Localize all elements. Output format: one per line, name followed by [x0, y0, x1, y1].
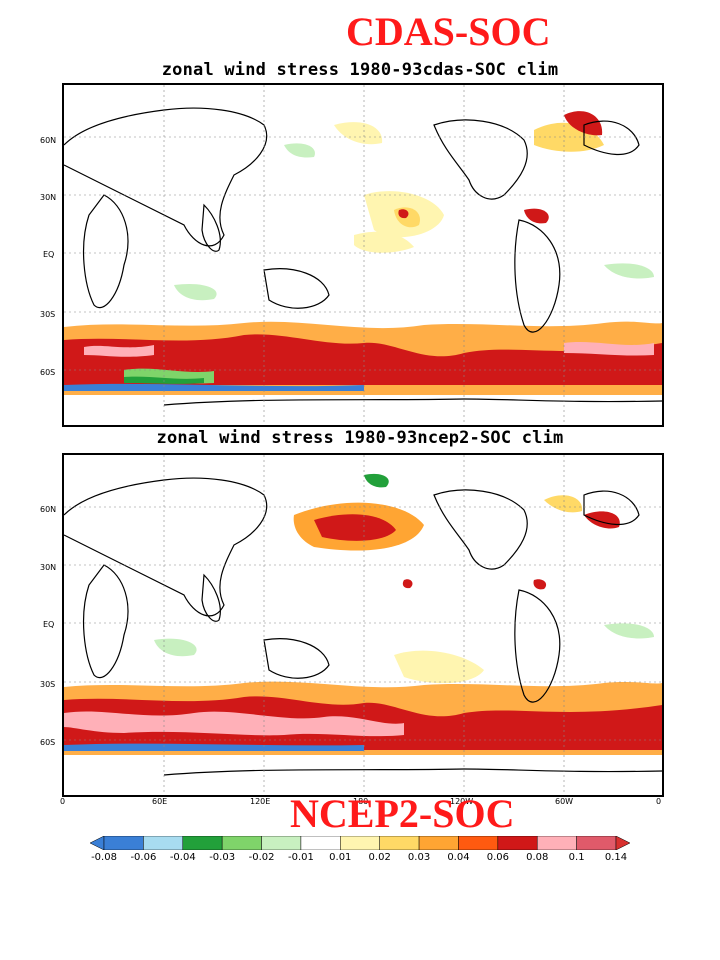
lon-label-120w: 120W	[450, 797, 474, 806]
lon-label-180: 180	[353, 797, 369, 806]
lat-label-30n-2: 30N	[40, 563, 57, 572]
colorbar-tick-label: 0.06	[486, 852, 509, 863]
lat-label-30n: 30N	[40, 193, 57, 202]
colorbar-segment	[261, 836, 302, 850]
colorbar-tick-label: -0.08	[91, 852, 117, 863]
colorbar-tick-label: -0.06	[130, 852, 157, 863]
colorbar-segment	[497, 836, 538, 850]
map-panel-ncep2	[62, 453, 664, 797]
colorbar-segment	[182, 836, 223, 850]
colorbar-segment	[458, 836, 499, 850]
lon-label-60e: 60E	[152, 797, 168, 806]
lon-label-60w: 60W	[555, 797, 574, 806]
colorbar-segment	[300, 836, 341, 850]
map-panel-cdas	[62, 83, 664, 427]
colorbar-tick-label: 0.01	[329, 852, 352, 863]
colorbar-tick-label: 0.1	[568, 852, 585, 863]
colorbar	[90, 836, 630, 850]
colorbar-tick-label: -0.03	[209, 852, 236, 863]
colorbar-segment	[576, 836, 617, 850]
panel-label-ncep2: NCEP2-SOC	[290, 791, 515, 836]
colorbar-segment	[418, 836, 459, 850]
map-title-2: zonal wind stress 1980-93ncep2-SOC clim	[156, 428, 564, 448]
lat-label-30s: 30S	[40, 310, 56, 319]
colorbar-segment	[340, 836, 380, 850]
colorbar-tick-label: 0.02	[368, 852, 391, 863]
colorbar-tick-label: 0.03	[407, 852, 431, 863]
colorbar-segment	[143, 836, 184, 850]
colorbar-tick-label: -0.04	[169, 852, 196, 863]
lat-label-eq-2: EQ	[43, 620, 55, 629]
lat-label-60n: 60N	[40, 136, 57, 145]
colorbar-segment	[221, 836, 262, 850]
colorbar-right-arrow	[615, 836, 630, 850]
lat-label-30s-2: 30S	[40, 680, 56, 689]
colorbar-segment	[379, 836, 420, 850]
lat-label-60n-2: 60N	[40, 505, 57, 514]
lon-label-0-end: 0	[656, 797, 662, 806]
colorbar-tick-label: 0.04	[447, 852, 470, 863]
colorbar-tick-label: 0.14	[604, 852, 628, 863]
map-title-1: zonal wind stress 1980-93cdas-SOC clim	[161, 60, 559, 80]
lon-label-120e: 120E	[250, 797, 271, 806]
panel-label-cdas: CDAS-SOC	[346, 9, 551, 54]
map-canvas-ncep2	[64, 455, 662, 795]
lon-label-0: 0	[60, 797, 66, 806]
colorbar-tick-label: -0.02	[248, 852, 275, 863]
colorbar-tick-label: 0.08	[526, 852, 549, 863]
colorbar-segment	[536, 836, 577, 850]
lat-label-eq: EQ	[43, 250, 55, 259]
colorbar-tick-label: -0.01	[287, 852, 314, 863]
lat-label-60s: 60S	[40, 368, 56, 377]
colorbar-segment	[103, 836, 144, 850]
lat-label-60s-2: 60S	[40, 738, 56, 747]
map-canvas-cdas	[64, 85, 662, 425]
colorbar-left-arrow	[90, 836, 105, 850]
